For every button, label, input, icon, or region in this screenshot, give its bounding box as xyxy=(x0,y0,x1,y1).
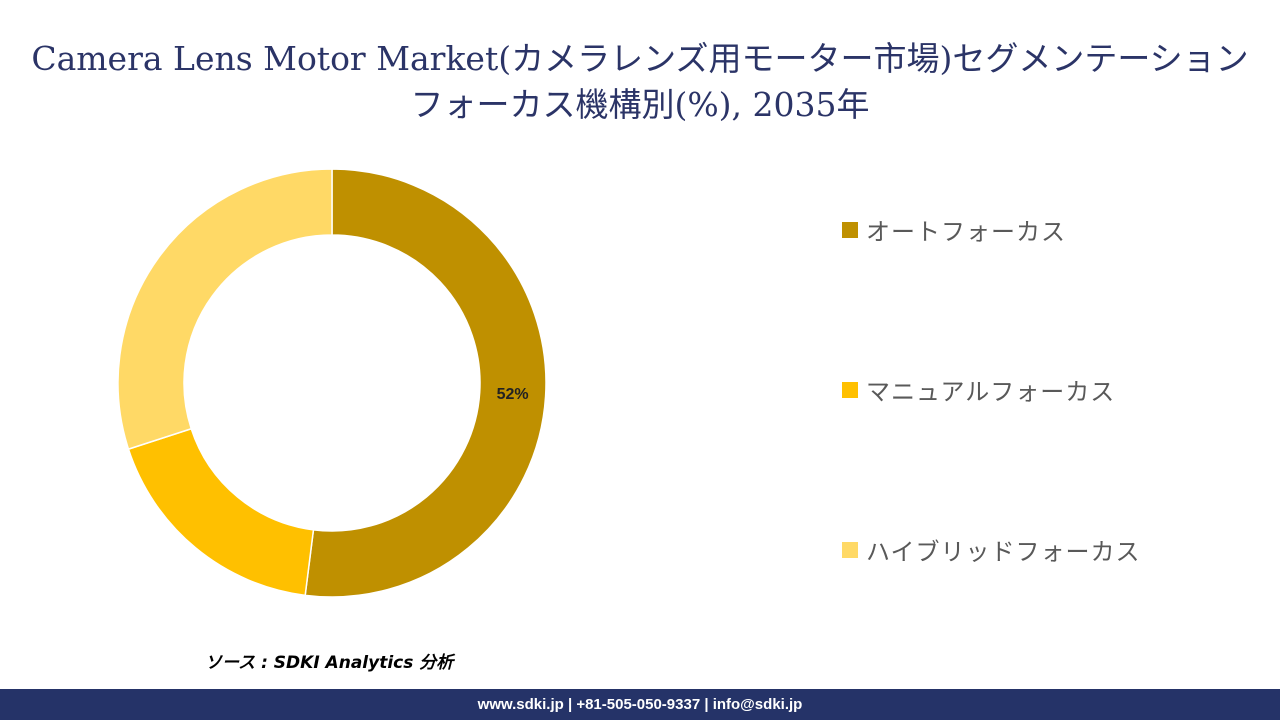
legend-label: マニュアルフォーカス xyxy=(866,378,1116,406)
legend-label: オートフォーカス xyxy=(866,218,1066,246)
legend-item-3: ハイブリッドフォーカス xyxy=(842,532,1141,567)
legend-swatch xyxy=(842,221,858,238)
legend-swatch xyxy=(842,381,858,398)
data-label-1: 52% xyxy=(497,386,529,403)
legend-item-2: マニュアルフォーカス xyxy=(842,372,1115,407)
footer-bar: www.sdki.jp | +81-505-050-9337 | info@sd… xyxy=(0,689,1280,720)
source-note: ソース : SDKI Analytics 分析 xyxy=(205,653,454,673)
legend-label: ハイブリッドフォーカス xyxy=(866,538,1141,566)
donut-slice-2 xyxy=(127,427,315,597)
legend-swatch xyxy=(842,541,858,558)
donut-slices xyxy=(117,168,547,598)
donut-data-labels: 52% xyxy=(497,386,529,403)
donut-slice-1 xyxy=(304,168,547,598)
legend-item-1: オートフォーカス xyxy=(842,212,1066,247)
chart-title: Camera Lens Motor Market(カメラレンズ用モーター市場)セ… xyxy=(31,39,1249,124)
donut-slice-3 xyxy=(117,168,333,451)
